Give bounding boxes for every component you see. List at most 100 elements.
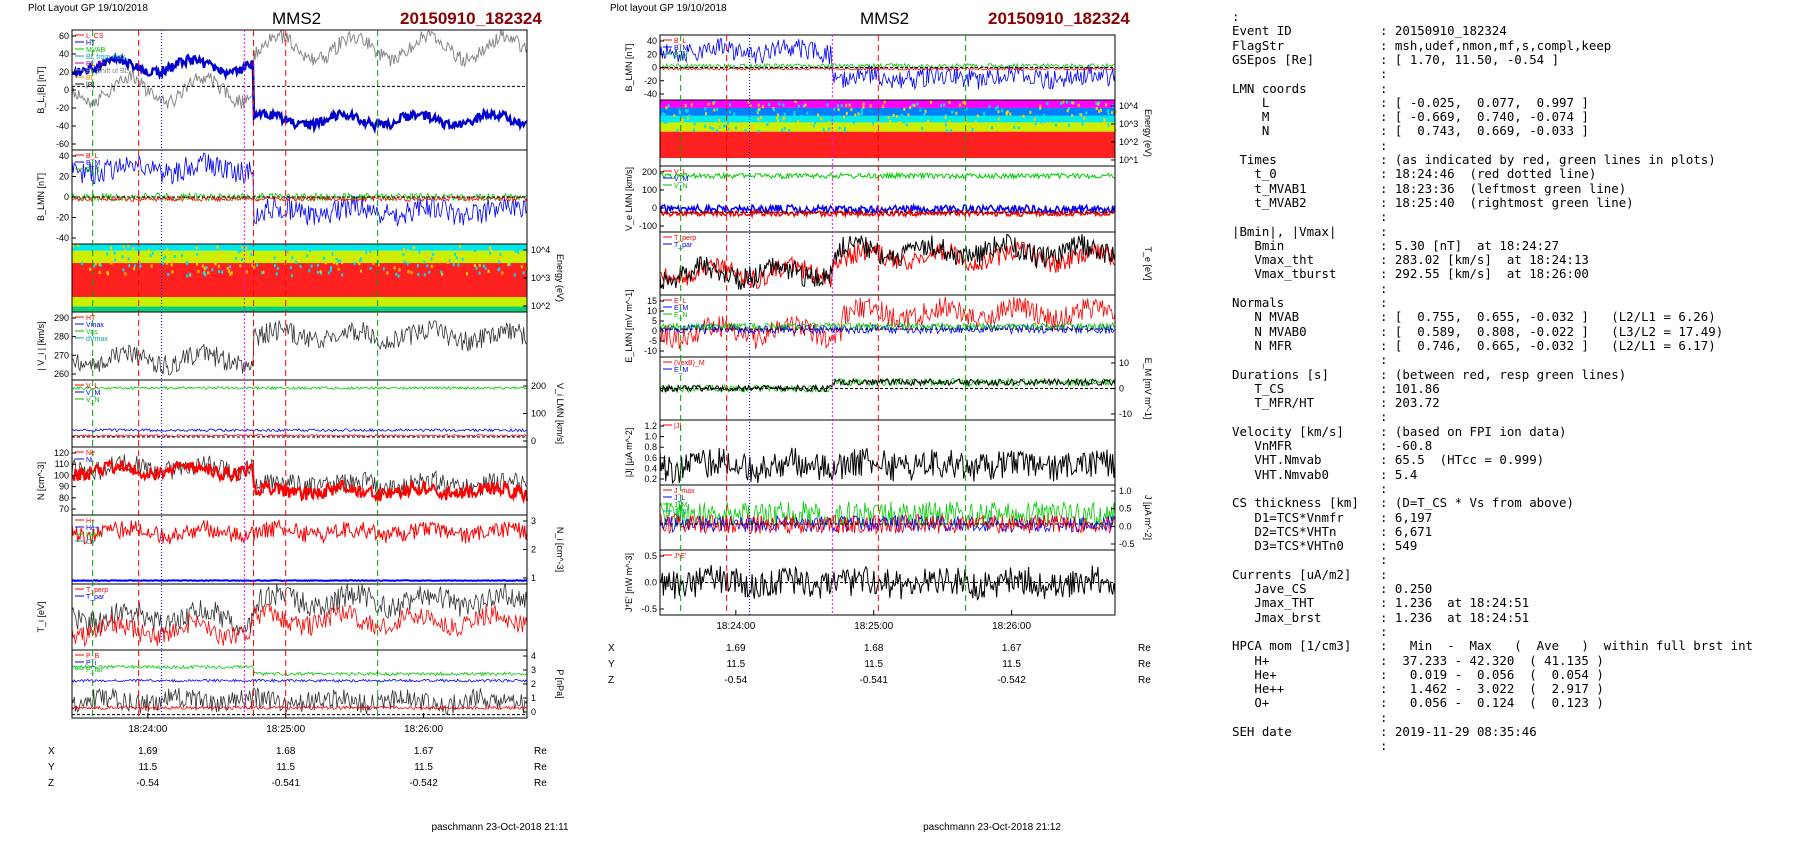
legend-entry: E_L [674,298,687,305]
spectrogram-speckle [784,116,787,120]
summary-value: : (as indicated by red, green lines in p… [1380,152,1716,167]
spectrogram-speckle [381,251,384,255]
y-axis-label: B_LMN [nT] [36,173,46,221]
y-tick-label: 260 [54,369,69,379]
summary-value: : 6,671 [1380,523,1433,539]
y-tick-label: -0.5 [1119,539,1135,549]
spectrogram-speckle [289,266,292,270]
spectrogram-speckle [838,126,841,130]
spectrogram-speckle [425,251,428,255]
spectrogram-speckle [114,258,116,262]
spectrogram-speckle [275,272,278,276]
spectrogram-speckle [892,113,895,117]
spectrogram-speckle [475,266,478,270]
spectrogram-speckle [970,124,973,128]
summary-key: H+ [1232,652,1270,668]
spectrogram-speckle [151,251,154,255]
spectrogram-speckle [1062,100,1065,104]
spectrogram-speckle [446,260,449,264]
spectrogram-speckle [712,101,715,105]
spectrogram-speckle [221,270,224,274]
summary-value: : [ -0.025, 0.077, 0.997 ] [1380,94,1589,110]
series-line [659,202,1116,216]
spectrogram-speckle [717,125,720,129]
spectrogram-speckle [756,109,759,113]
spectrogram-speckle [1039,104,1042,108]
legend-entry: V_M [674,176,689,183]
series-line [71,29,528,110]
y-tick-label: 20 [59,67,69,77]
spectrogram-speckle [750,116,753,120]
spectrogram-speckle [218,258,221,262]
spectrogram-speckle [1070,101,1073,104]
spectrogram-speckle [826,103,829,107]
spectrogram-speckle [121,255,124,259]
summary-key: D1=TCS*Vnmfr [1232,509,1344,525]
summary-value: : 0.250 [1380,581,1433,596]
spectrogram-speckle [731,128,733,132]
spectrogram-speckle [862,102,865,106]
spectrogram-speckle [757,129,760,133]
spectrogram-speckle [663,113,666,117]
y-tick-label: 20 [647,49,657,59]
y-tick-label: 10 [1119,358,1129,368]
spectrogram-speckle [976,114,979,118]
summary-value: : (D=T_CS * Vs from above) [1380,495,1574,511]
spectrogram-speckle [991,126,993,130]
spectrogram-speckle [197,269,200,273]
spectrogram-speckle [474,255,477,259]
spectrogram-speckle [455,256,458,260]
summary-value: : [1380,66,1388,82]
spectrogram-speckle [214,262,217,266]
legend-entry: Vmax [86,322,104,329]
legend-entry: J_L [674,495,685,502]
summary-value: : [1380,623,1388,639]
pos-row-unit: Re [1138,643,1151,654]
y-axis-label: V_i LMN [km/s] [555,383,565,444]
y-tick-label: 110 [55,459,69,469]
spectrogram-speckle [203,266,206,270]
spectrogram-speckle [664,120,666,124]
spectrogram-speckle [1100,123,1103,126]
summary-key: D2=TCS*VHTn [1232,523,1337,539]
spectrogram-speckle [1006,110,1009,114]
spectrogram-speckle [1039,106,1042,110]
spectrogram-speckle [125,258,128,262]
x-tick-label: 18:25:00 [266,724,305,735]
spectrogram-speckle [98,262,101,266]
spectrogram-speckle [330,266,333,270]
spectrogram-speckle [913,103,916,107]
subplot-frame [659,484,1116,551]
spectrogram-speckle [229,272,232,276]
y-tick-label: 0.2 [644,474,657,484]
spectrogram-speckle [709,126,712,130]
spectrogram-speckle [1000,109,1003,113]
spectrogram-speckle [998,115,1001,119]
spectrogram-speckle [355,247,357,251]
pos-row-label: X [48,746,55,757]
spectrogram-speckle [277,266,279,270]
spectrogram-speckle [945,123,947,127]
spectrogram-speckle [393,266,396,270]
spectrogram-speckle [857,118,860,122]
spectrogram-speckle [761,105,764,109]
spectrogram-speckle [919,108,922,112]
spectrogram-speckle [703,128,706,132]
spectrogram-speckle [138,261,141,265]
spectrogram-speckle [147,248,150,252]
spectrogram-speckle [196,253,199,256]
summary-key: Normals [1232,295,1285,310]
spectrogram-speckle [1083,116,1086,120]
spectrogram-speckle [245,270,248,274]
spectrogram-speckle [339,259,342,263]
pos-row-label: Y [48,762,55,773]
spectrogram-speckle [1035,118,1038,121]
pos-row-value: 1.67 [1002,643,1022,654]
spectrogram-speckle [360,269,362,273]
spectrogram-band [72,297,527,307]
spectrogram-speckle [520,265,523,269]
